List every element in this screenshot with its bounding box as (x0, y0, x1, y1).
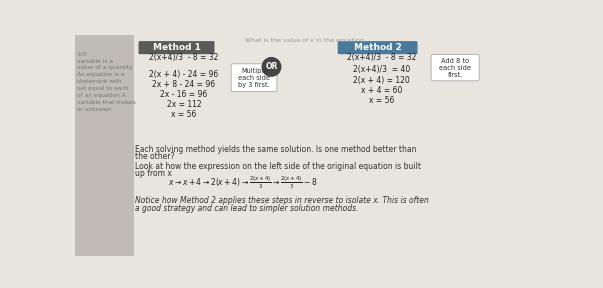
Text: statement with: statement with (77, 79, 121, 84)
Text: the other?: the other? (135, 152, 174, 161)
Text: 2(x + 4) = 120: 2(x + 4) = 120 (353, 76, 410, 85)
Text: Look at how the expression on the left side of the original equation is built: Look at how the expression on the left s… (135, 162, 421, 170)
Text: x = 56: x = 56 (369, 96, 394, 105)
Text: x = 56: x = 56 (171, 110, 197, 119)
Text: 2(x + 4) - 24 = 96: 2(x + 4) - 24 = 96 (150, 70, 218, 79)
Text: What is the value of x in the equation...: What is the value of x in the equation..… (245, 38, 370, 43)
Text: variable is a: variable is a (77, 59, 113, 64)
Text: 2(x+4)/3  - 8 = 32: 2(x+4)/3 - 8 = 32 (347, 53, 416, 62)
Text: value of a quantity: value of a quantity (77, 65, 133, 70)
Text: 2(x+4)/3  = 40: 2(x+4)/3 = 40 (353, 65, 410, 75)
Text: set equal to each: set equal to each (77, 86, 128, 91)
Text: Multiply
each side
by 3 first.: Multiply each side by 3 first. (238, 68, 270, 88)
Text: variable that makes: variable that makes (77, 100, 136, 105)
Text: 2(x+4)/3  - 8 = 32: 2(x+4)/3 - 8 = 32 (149, 53, 218, 62)
Text: 2x + 8 - 24 = 96: 2x + 8 - 24 = 96 (153, 80, 215, 89)
Text: Add 8 to
each side
first.: Add 8 to each side first. (439, 58, 471, 78)
Text: OR: OR (265, 62, 277, 71)
Text: left: left (77, 52, 87, 56)
Text: 2x = 112: 2x = 112 (166, 100, 201, 109)
Text: x + 4 = 60: x + 4 = 60 (361, 86, 402, 95)
Text: Each solving method yields the same solution. Is one method better than: Each solving method yields the same solu… (135, 145, 417, 154)
FancyBboxPatch shape (139, 41, 215, 54)
Text: $x \rightarrow x+4 \rightarrow 2(x+4) \rightarrow \frac{2(x+4)}{3} \rightarrow \: $x \rightarrow x+4 \rightarrow 2(x+4) \r… (168, 174, 318, 191)
Text: up from x: up from x (135, 169, 172, 178)
Text: Notice how Method 2 applies these steps in reverse to isolate x. This is often: Notice how Method 2 applies these steps … (135, 196, 429, 205)
Bar (75, 35, 133, 256)
FancyBboxPatch shape (338, 41, 417, 54)
FancyBboxPatch shape (431, 55, 479, 81)
Text: or unknown: or unknown (77, 107, 111, 112)
Text: Method 1: Method 1 (153, 43, 200, 52)
FancyBboxPatch shape (231, 64, 277, 92)
Text: An equation is a: An equation is a (77, 72, 125, 77)
Text: of an equation A: of an equation A (77, 93, 125, 98)
Circle shape (262, 58, 281, 76)
Text: a good strategy and can lead to simpler solution methods.: a good strategy and can lead to simpler … (135, 204, 359, 213)
Text: Method 2: Method 2 (354, 43, 402, 52)
Text: 2x - 16 = 96: 2x - 16 = 96 (160, 90, 207, 99)
